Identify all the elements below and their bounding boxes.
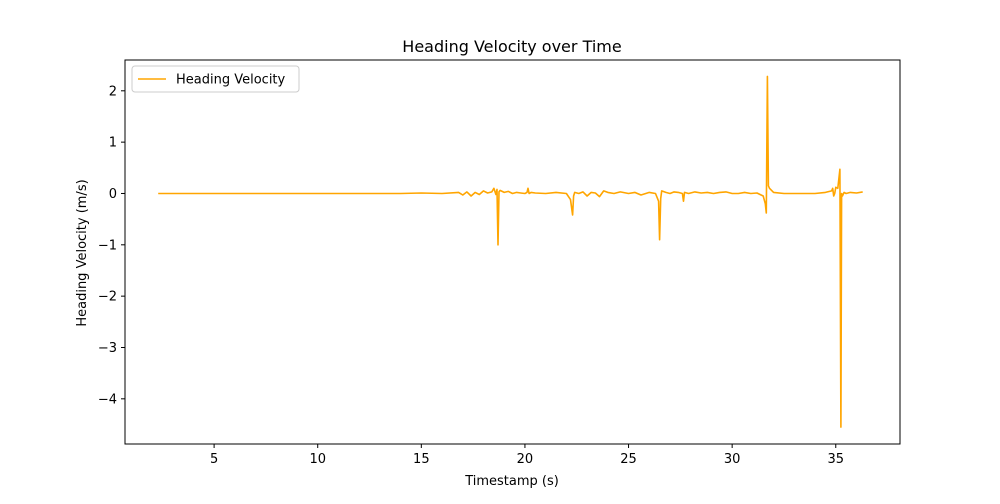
y-axis: −4 −3 −2 −1 0 1 2 (98, 84, 125, 407)
x-tick-label: 25 (620, 452, 637, 467)
y-tick-label: −1 (98, 238, 117, 253)
x-tick-label: 30 (724, 452, 741, 467)
plot-frame (124, 59, 901, 445)
series-line (158, 75, 863, 428)
y-tick-label: 0 (109, 187, 117, 202)
x-tick-label: 5 (210, 452, 218, 467)
y-tick-label: 1 (109, 136, 117, 151)
x-tick-label: 35 (827, 452, 844, 467)
x-axis: 5 10 15 20 25 30 35 (210, 444, 844, 467)
legend: Heading Velocity (131, 65, 300, 93)
chart-title: Heading Velocity over Time (402, 37, 621, 56)
plot-area (158, 75, 863, 428)
legend-box (131, 65, 300, 93)
y-axis-label: Heading Velocity (m/s) (75, 179, 90, 326)
x-tick-label: 20 (517, 452, 534, 467)
x-axis-label: Timestamp (s) (464, 474, 559, 489)
y-tick-label: −2 (98, 290, 117, 305)
y-tick-label: −3 (98, 341, 117, 356)
legend-label: Heading Velocity (176, 73, 286, 88)
y-tick-label: 2 (109, 84, 117, 99)
y-tick-label: −4 (98, 392, 117, 407)
x-tick-label: 15 (413, 452, 430, 467)
x-tick-label: 10 (309, 452, 326, 467)
